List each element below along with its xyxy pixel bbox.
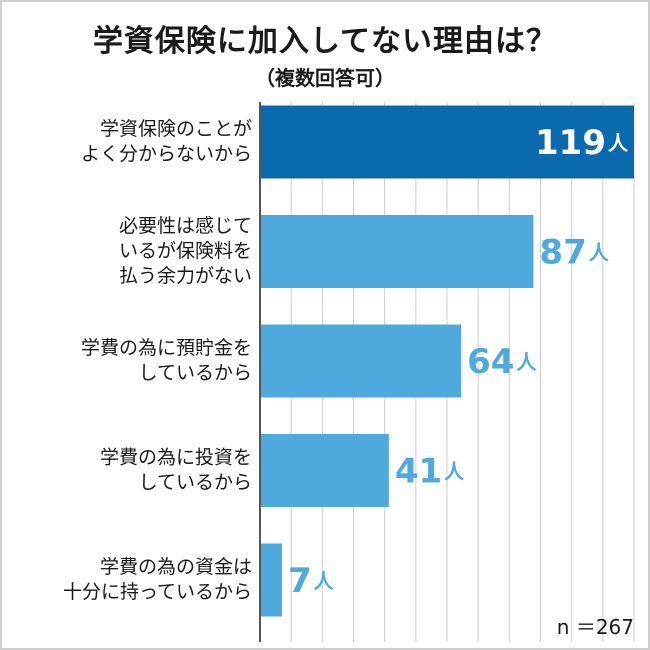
chart-subtitle: （複数回答可） — [255, 66, 395, 90]
category-label-line: 学費の為の資金は — [100, 556, 252, 578]
category-label: 学費の為に投資をしているから — [100, 447, 252, 494]
category-label-line: しているから — [139, 362, 252, 384]
value-unit: 人 — [608, 131, 629, 155]
category-label: 学費の為に預貯金をしているから — [81, 337, 252, 384]
value-label: 64 人 — [467, 342, 537, 382]
category-label-line: 学費の為に投資を — [100, 447, 252, 469]
value-number: 7 — [288, 561, 312, 601]
category-label: 学費の為の資金は十分に持っているから — [63, 556, 252, 603]
value-number: 87 — [539, 232, 586, 272]
chart-title: 学資保険に加入してない理由は？ — [92, 24, 558, 59]
bar — [260, 215, 534, 288]
category-label-line: 学費の為に預貯金を — [81, 337, 252, 359]
value-number: 64 — [467, 342, 514, 382]
category-label-line: 十分に持っているから — [63, 581, 252, 603]
value-unit: 人 — [516, 350, 537, 374]
bar — [260, 543, 282, 617]
bar — [260, 324, 462, 398]
value-label: 87 人 — [539, 232, 609, 272]
category-label-line: よく分からないから — [81, 143, 252, 165]
category-label-line: しているから — [139, 472, 252, 494]
bar — [260, 434, 389, 507]
value-number: 41 — [395, 451, 442, 491]
category-label-line: いるが保険料を — [119, 240, 252, 262]
category-label: 学資保険のことがよく分からないから — [81, 118, 252, 165]
value-unit: 人 — [444, 459, 465, 483]
category-label: 必要性は感じているが保険料を払う余力がない — [119, 215, 252, 287]
value-unit: 人 — [314, 569, 335, 593]
value-label: 119 人 — [535, 123, 629, 163]
bar — [260, 105, 634, 179]
value-unit: 人 — [589, 240, 610, 264]
value-number: 119 — [535, 123, 606, 163]
category-label-line: 払う余力がない — [119, 265, 252, 287]
category-label-line: 必要性は感じて — [119, 215, 252, 237]
value-label: 41 人 — [395, 451, 465, 491]
sample-size-note: n ＝267 — [556, 615, 634, 639]
category-label-line: 学資保険のことが — [100, 118, 252, 140]
